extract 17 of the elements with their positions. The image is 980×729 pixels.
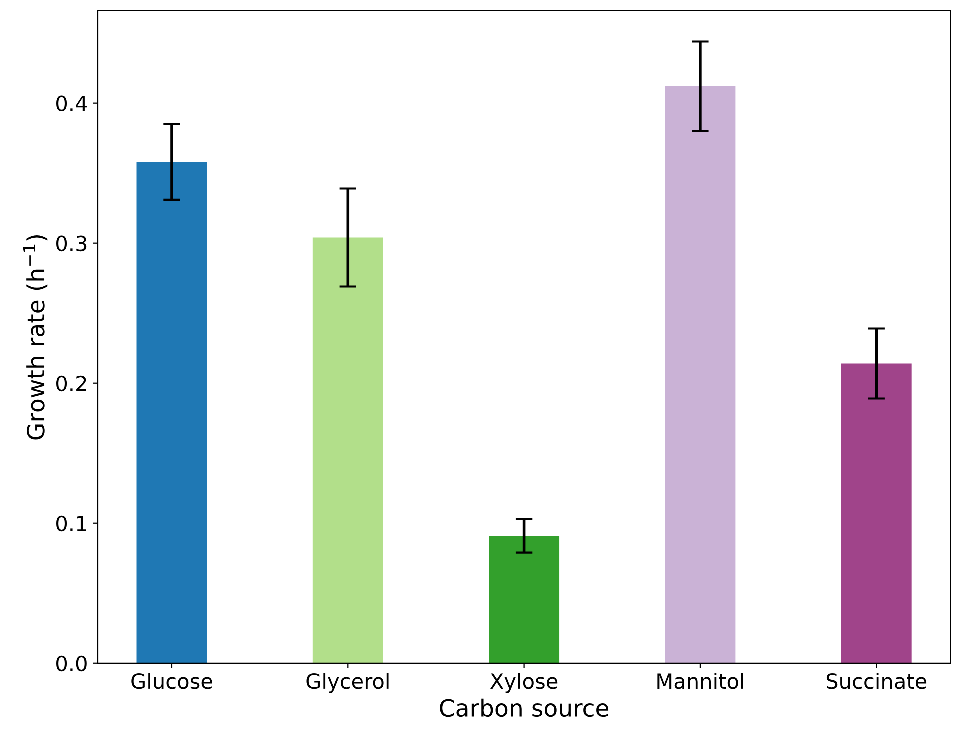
bar <box>489 536 560 664</box>
y-tick-label: 0.3 <box>56 236 87 252</box>
y-tick-label: 0.1 <box>56 516 86 532</box>
x-tick-label: Glucose <box>132 673 212 690</box>
y-tick-label: 0.4 <box>56 96 88 112</box>
bar <box>136 162 208 664</box>
x-axis-title: Carbon source <box>440 698 609 718</box>
y-axis-title: Growth rate (h$^{−1}$) <box>23 236 48 440</box>
bar <box>841 364 912 664</box>
x-tick-label: Xylose <box>490 673 558 694</box>
x-tick-label: Mannitol <box>658 673 744 690</box>
bar <box>665 86 736 664</box>
bar <box>312 238 384 664</box>
y-tick-label: 0.0 <box>56 656 87 672</box>
x-tick-label: Succinate <box>826 673 927 690</box>
y-tick-label: 0.2 <box>56 376 86 392</box>
x-tick-label: Glycerol <box>306 673 389 694</box>
